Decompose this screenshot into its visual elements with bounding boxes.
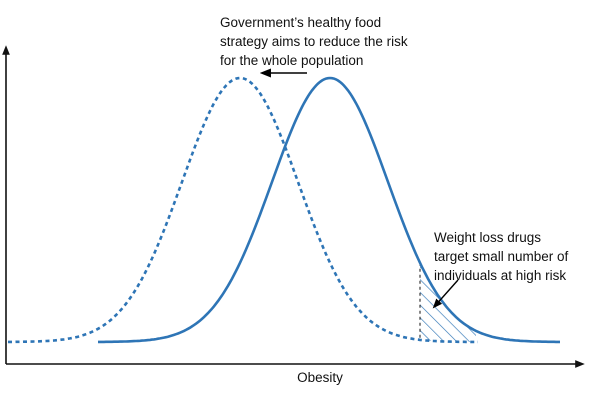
shifted-population-curve [8, 76, 478, 344]
population-strategy-line-3: for the whole population [220, 53, 364, 68]
x-axis-label: Obesity [297, 370, 343, 385]
population-strategy-line-2: strategy aims to reduce the risk [220, 34, 408, 49]
population-strategy-line-1: Government’s healthy food [220, 15, 382, 30]
population-strategy-annotation: Government’s healthy food strategy aims … [220, 13, 408, 70]
high-risk-line-3: individuals at high risk [434, 268, 567, 283]
high-risk-line-2: target small number of [434, 249, 569, 264]
high-risk-shaded-area [420, 262, 476, 342]
current-population-curve [98, 76, 560, 344]
high-risk-line-1: Weight loss drugs [434, 230, 542, 245]
high-risk-annotation: Weight loss drugs target small number of… [434, 228, 568, 285]
high-risk-pointer-arrow [432, 279, 459, 309]
